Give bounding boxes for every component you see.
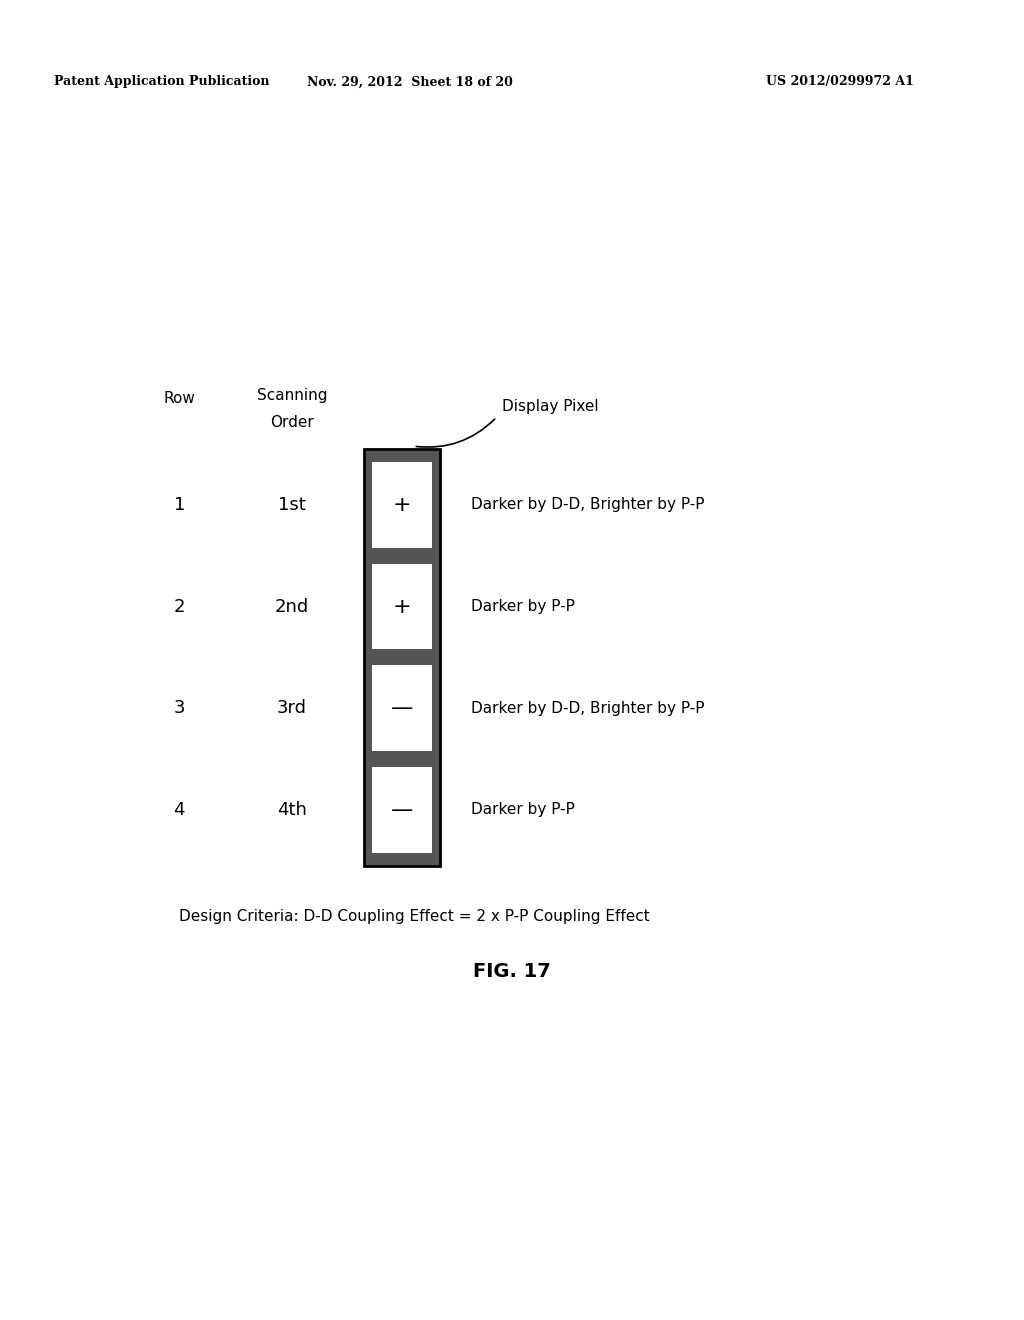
Text: Display Pixel: Display Pixel	[502, 399, 598, 414]
Text: Patent Application Publication: Patent Application Publication	[54, 75, 269, 88]
Text: 1: 1	[173, 496, 185, 513]
Text: —: —	[391, 800, 413, 820]
Text: US 2012/0299972 A1: US 2012/0299972 A1	[766, 75, 913, 88]
Text: Row: Row	[163, 391, 196, 407]
Text: Darker by P-P: Darker by P-P	[471, 599, 574, 614]
Text: Design Criteria: D-D Coupling Effect = 2 x P-P Coupling Effect: Design Criteria: D-D Coupling Effect = 2…	[179, 908, 650, 924]
Text: Darker by P-P: Darker by P-P	[471, 803, 574, 817]
Text: 2: 2	[173, 598, 185, 615]
Text: —: —	[391, 698, 413, 718]
Text: +: +	[392, 597, 412, 616]
Text: Nov. 29, 2012  Sheet 18 of 20: Nov. 29, 2012 Sheet 18 of 20	[306, 75, 513, 88]
Text: Darker by D-D, Brighter by P-P: Darker by D-D, Brighter by P-P	[471, 498, 705, 512]
Text: Scanning: Scanning	[257, 388, 327, 404]
Text: 3: 3	[173, 700, 185, 717]
Text: 2nd: 2nd	[274, 598, 309, 615]
Text: Order: Order	[270, 414, 313, 430]
Text: +: +	[392, 495, 412, 515]
Text: 3rd: 3rd	[276, 700, 307, 717]
Text: 1st: 1st	[278, 496, 306, 513]
Text: FIG. 17: FIG. 17	[473, 962, 551, 981]
Text: 4th: 4th	[276, 801, 307, 818]
Text: 4: 4	[173, 801, 185, 818]
Text: Darker by D-D, Brighter by P-P: Darker by D-D, Brighter by P-P	[471, 701, 705, 715]
